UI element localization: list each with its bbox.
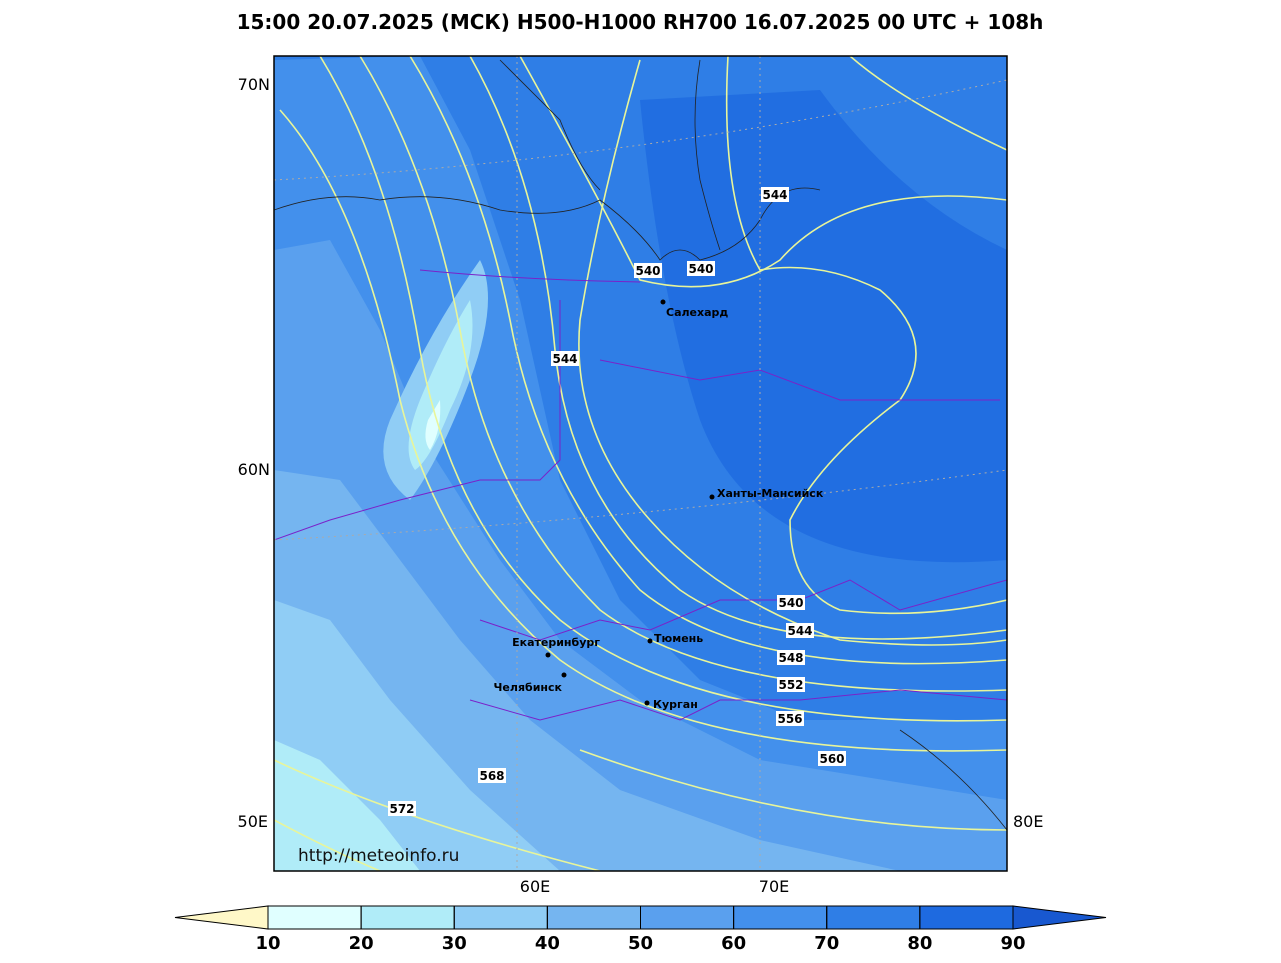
contour-label-box <box>776 711 804 726</box>
contour-labels: 544 540 540 544 540 544 548 552 556 560 568 572 <box>388 187 846 816</box>
city-label: Ханты-Мансийск <box>717 487 824 500</box>
colorbar-segment <box>826 905 921 930</box>
colorbar-tick-label: 80 <box>907 933 932 954</box>
colorbar-tick-label: 40 <box>535 933 560 954</box>
lon-label: 70E <box>759 877 789 896</box>
contour-label-box <box>551 351 579 366</box>
contour-label-box <box>777 595 805 610</box>
source-url: http://meteoinfo.ru <box>298 846 459 866</box>
contour-label: 572 <box>389 802 414 816</box>
contour-label-box <box>777 677 805 692</box>
colorbar-tick-label: 20 <box>349 933 374 954</box>
city-label: Челябинск <box>494 681 563 694</box>
city-label: Курган <box>653 698 698 711</box>
contour-label-box <box>761 187 789 202</box>
colorbar-tick-label: 30 <box>442 933 467 954</box>
colorbar-segment <box>267 905 362 930</box>
city-label: Салехард <box>666 306 728 319</box>
contour-label-box <box>687 261 715 276</box>
cities: Салехард Ханты-Мансийск Тюмень Екатеринбург… <box>494 299 824 711</box>
contour-label-box <box>478 768 506 783</box>
contour-label-box <box>786 623 814 638</box>
contour-label: 556 <box>777 712 802 726</box>
city-label: Тюмень <box>654 632 703 645</box>
city-dot <box>561 672 567 678</box>
contour-label-box <box>388 801 416 816</box>
contour-label-box <box>634 263 662 278</box>
colorbar-tick-label: 50 <box>628 933 653 954</box>
colorbar: 10 20 30 40 50 60 70 80 90 <box>174 905 1107 954</box>
humidity-field <box>408 300 473 470</box>
colorbar-segment <box>453 905 548 930</box>
city-dot <box>644 700 650 706</box>
contour-label: 540 <box>688 262 713 276</box>
title: 15:00 20.07.2025 (МСК) H500-H1000 RH700 … <box>237 10 1044 34</box>
lon-label: 60E <box>520 877 550 896</box>
coastlines <box>274 59 1007 831</box>
contour-label: 548 <box>778 651 803 665</box>
colorbar-segment <box>733 905 828 930</box>
contour-label: 540 <box>778 596 803 610</box>
lon-label: 80E <box>1013 812 1043 831</box>
colorbar-tick-label: 10 <box>255 933 280 954</box>
contour-label: 544 <box>762 188 787 202</box>
city-dot <box>660 299 666 305</box>
colorbar-segment <box>546 905 641 930</box>
colorbar-segment <box>360 905 455 930</box>
colorbar-under-arrow <box>174 905 269 930</box>
contour-label-box <box>818 751 846 766</box>
city-label: Екатеринбург <box>512 636 600 649</box>
colorbar-tick-label: 90 <box>1000 933 1025 954</box>
city-dot <box>647 638 653 644</box>
borders <box>274 269 1007 721</box>
lat-label: 60N <box>238 460 270 479</box>
lat-label: 70N <box>238 75 270 94</box>
colorbar-tick-label: 60 <box>721 933 746 954</box>
contour-label: 544 <box>787 624 812 638</box>
map-area <box>274 56 1007 871</box>
humidity-field <box>425 400 441 450</box>
colorbar-segment <box>919 905 1014 930</box>
contour-label: 540 <box>635 264 660 278</box>
city-dot <box>545 652 551 658</box>
contour-label-box <box>777 650 805 665</box>
contour-label: 568 <box>479 769 504 783</box>
contour-lines <box>274 56 1007 871</box>
lon-label: 50E <box>238 812 268 831</box>
map-frame <box>273 55 1008 872</box>
colorbar-tick-label: 70 <box>814 933 839 954</box>
humidity-field <box>640 90 1007 563</box>
contour-label: 552 <box>778 678 803 692</box>
colorbar-segment <box>640 905 735 930</box>
colorbar-over-arrow <box>1012 905 1107 930</box>
graticule <box>274 56 1007 871</box>
contour-label: 544 <box>552 352 577 366</box>
contour-label: 560 <box>819 752 844 766</box>
city-dot <box>709 494 715 500</box>
